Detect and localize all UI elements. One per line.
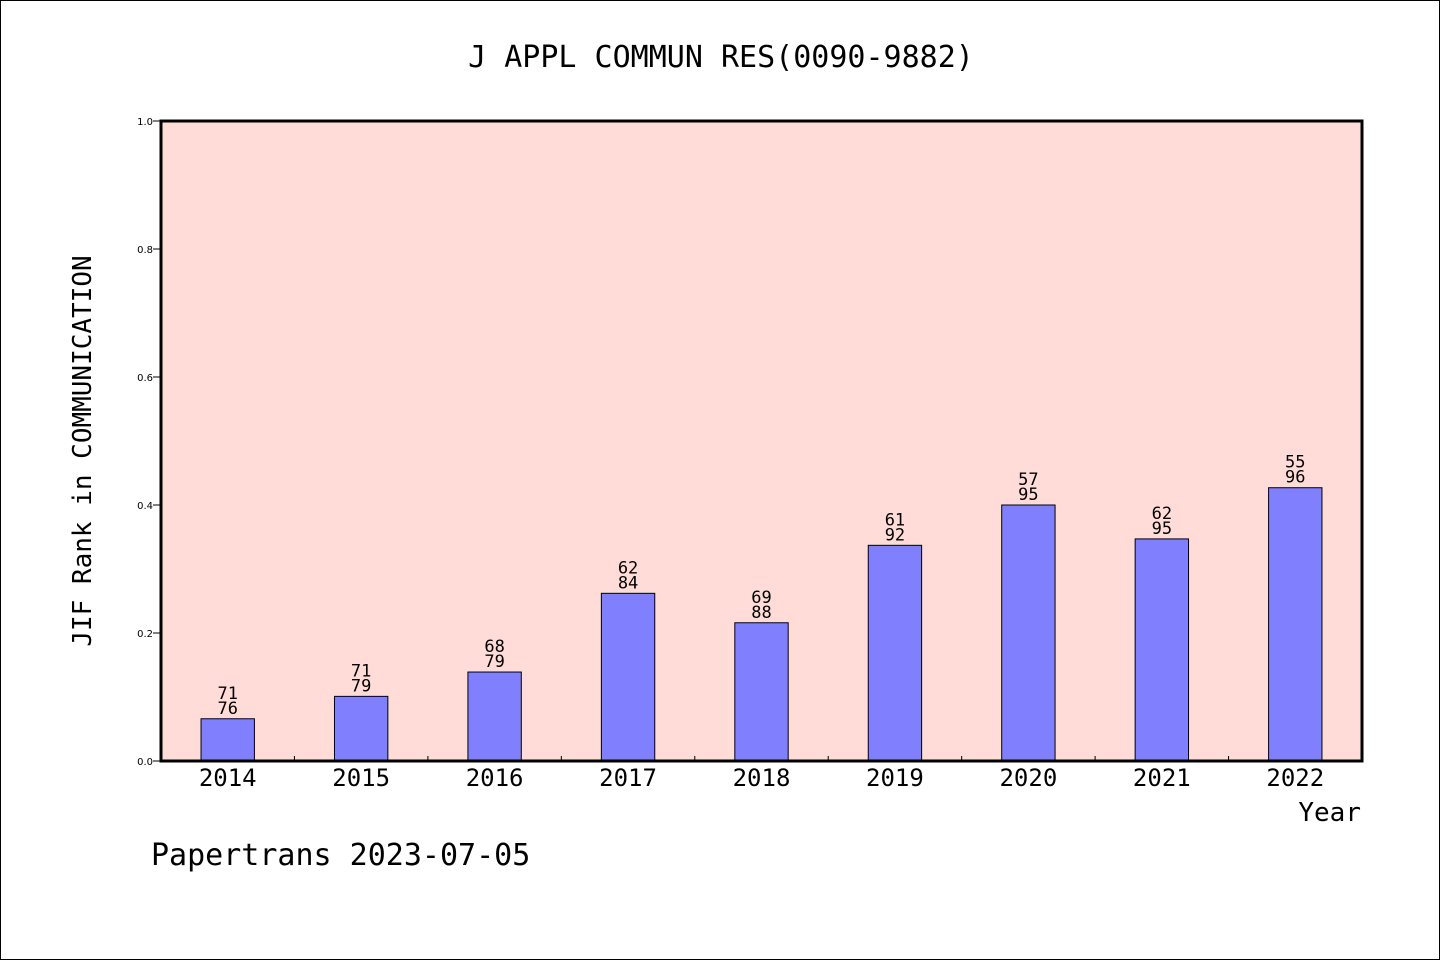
bar-rank-label-2016: 68 — [484, 637, 504, 657]
x-axis: 2014 2015 2016 2017 2018 2019 2020 2021 2022 — [199, 756, 1324, 792]
x-tick-label-2016: 2016 — [466, 764, 524, 792]
bar-total-label-2021: 95 — [1152, 519, 1172, 539]
chart-title: J APPL COMMUN RES(0090-9882) — [468, 40, 974, 75]
bar-rank-label-2015: 71 — [351, 661, 371, 681]
bar-rank-label-2021: 62 — [1152, 504, 1172, 524]
bar-2014 — [200, 718, 255, 762]
x-tick-label-2019: 2019 — [866, 764, 924, 792]
bar-total-label-2020: 95 — [1018, 485, 1038, 505]
bar-total-label-2014: 76 — [217, 699, 237, 719]
y-tick-label-2: 0.4 — [137, 501, 153, 512]
bar-total-label-2015: 79 — [351, 676, 371, 696]
y-tick-label-4: 0.8 — [137, 245, 153, 256]
bar-total-label-2018: 88 — [751, 603, 771, 623]
bar-rank-label-2014: 71 — [217, 684, 237, 704]
y-tick-label-1: 0.2 — [137, 629, 153, 640]
bar-total-label-2016: 79 — [484, 652, 504, 672]
bar-rank-label-2020: 57 — [1018, 470, 1038, 490]
x-tick-label-2014: 2014 — [199, 764, 257, 792]
y-axis-label: JIF Rank in COMMUNICATION — [68, 255, 98, 646]
x-tick-label-2015: 2015 — [332, 764, 390, 792]
bar-2022 — [1268, 487, 1323, 762]
bar-2016 — [467, 671, 522, 762]
x-tick-label-2018: 2018 — [733, 764, 791, 792]
bar-2021 — [1134, 538, 1190, 762]
bar-2019 — [867, 544, 923, 762]
x-tick-label-2020: 2020 — [999, 764, 1057, 792]
bar-rank-label-2017: 62 — [618, 558, 638, 578]
bar-2020 — [1001, 504, 1056, 762]
bar-2017 — [600, 592, 656, 762]
y-tick-label-3: 0.6 — [137, 373, 153, 384]
bar-rank-label-2022: 55 — [1285, 453, 1305, 473]
bar-total-label-2019: 92 — [885, 525, 905, 545]
bar-total-label-2017: 84 — [618, 573, 638, 593]
x-axis-label: Year — [1298, 798, 1361, 828]
x-tick-label-2017: 2017 — [599, 764, 657, 792]
bar-2015 — [333, 695, 389, 762]
y-axis: 0.0 0.2 0.4 0.6 0.8 1.0 — [137, 117, 161, 768]
plot-border — [159, 119, 1364, 763]
x-tick-label-2021: 2021 — [1133, 764, 1191, 792]
y-tick-label-0: 0.0 — [137, 757, 153, 768]
footer-credit: Papertrans 2023-07-05 — [151, 838, 530, 873]
y-tick-label-5: 1.0 — [137, 117, 153, 128]
bar-total-label-2022: 96 — [1285, 468, 1305, 488]
bars-group — [200, 487, 1323, 762]
bar-2018 — [734, 622, 789, 762]
bar-rank-label-2019: 61 — [885, 510, 905, 530]
bar-rank-label-2018: 69 — [751, 588, 771, 608]
x-tick-label-2022: 2022 — [1266, 764, 1324, 792]
